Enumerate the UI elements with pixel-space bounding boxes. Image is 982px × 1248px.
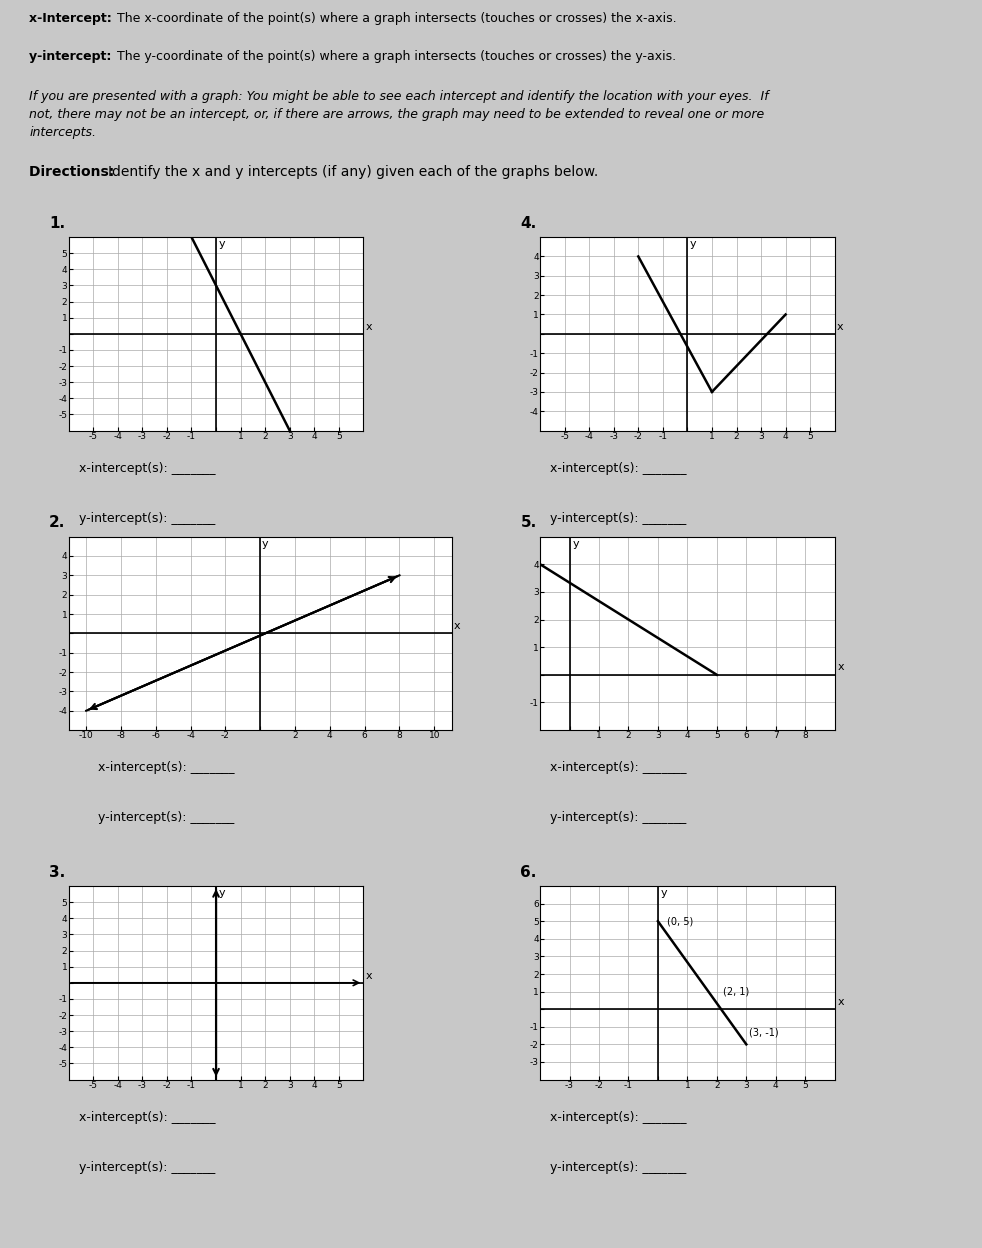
Text: y: y [218,887,225,897]
Text: x-intercept(s): _______: x-intercept(s): _______ [98,761,235,774]
Text: x-intercept(s): _______: x-intercept(s): _______ [550,761,686,774]
Text: x-intercept(s): _______: x-intercept(s): _______ [550,462,686,474]
Text: 1.: 1. [49,216,65,231]
Text: 5.: 5. [520,515,537,530]
Text: y-intercept(s): _______: y-intercept(s): _______ [550,811,686,824]
Text: x-Intercept:: x-Intercept: [29,12,117,25]
Text: Identify the x and y intercepts (if any) given each of the graphs below.: Identify the x and y intercepts (if any)… [108,165,598,178]
Text: (0, 5): (0, 5) [667,916,693,926]
Text: 4.: 4. [520,216,537,231]
Text: x: x [365,322,372,332]
Text: y: y [689,240,696,250]
Text: y-intercept(s): _______: y-intercept(s): _______ [98,811,235,824]
Text: y-intercept(s): _______: y-intercept(s): _______ [550,512,686,524]
Text: The y-coordinate of the point(s) where a graph intersects (touches or crosses) t: The y-coordinate of the point(s) where a… [117,50,677,62]
Text: Directions:: Directions: [29,165,120,178]
Text: x: x [838,997,845,1007]
Text: y-intercept(s): _______: y-intercept(s): _______ [550,1161,686,1173]
Text: y-intercept(s): _______: y-intercept(s): _______ [79,512,215,524]
Text: x: x [837,322,844,332]
Text: y-intercept:: y-intercept: [29,50,116,62]
Text: x-intercept(s): _______: x-intercept(s): _______ [79,462,215,474]
Text: 2.: 2. [49,515,66,530]
Text: The x-coordinate of the point(s) where a graph intersects (touches or crosses) t: The x-coordinate of the point(s) where a… [117,12,677,25]
Text: (2, 1): (2, 1) [723,987,749,997]
Text: x: x [838,661,845,673]
Text: y: y [573,539,579,549]
Text: y: y [262,539,269,549]
Text: x: x [365,971,372,981]
Text: (3, -1): (3, -1) [749,1027,779,1037]
Text: x-intercept(s): _______: x-intercept(s): _______ [79,1111,215,1123]
Text: y: y [218,238,225,248]
Text: x-intercept(s): _______: x-intercept(s): _______ [550,1111,686,1123]
Text: x: x [454,622,461,631]
Text: y: y [661,887,668,897]
Text: y-intercept(s): _______: y-intercept(s): _______ [79,1161,215,1173]
Text: If you are presented with a graph: You might be able to see each intercept and i: If you are presented with a graph: You m… [29,90,769,140]
Text: 3.: 3. [49,865,66,880]
Text: 6.: 6. [520,865,537,880]
